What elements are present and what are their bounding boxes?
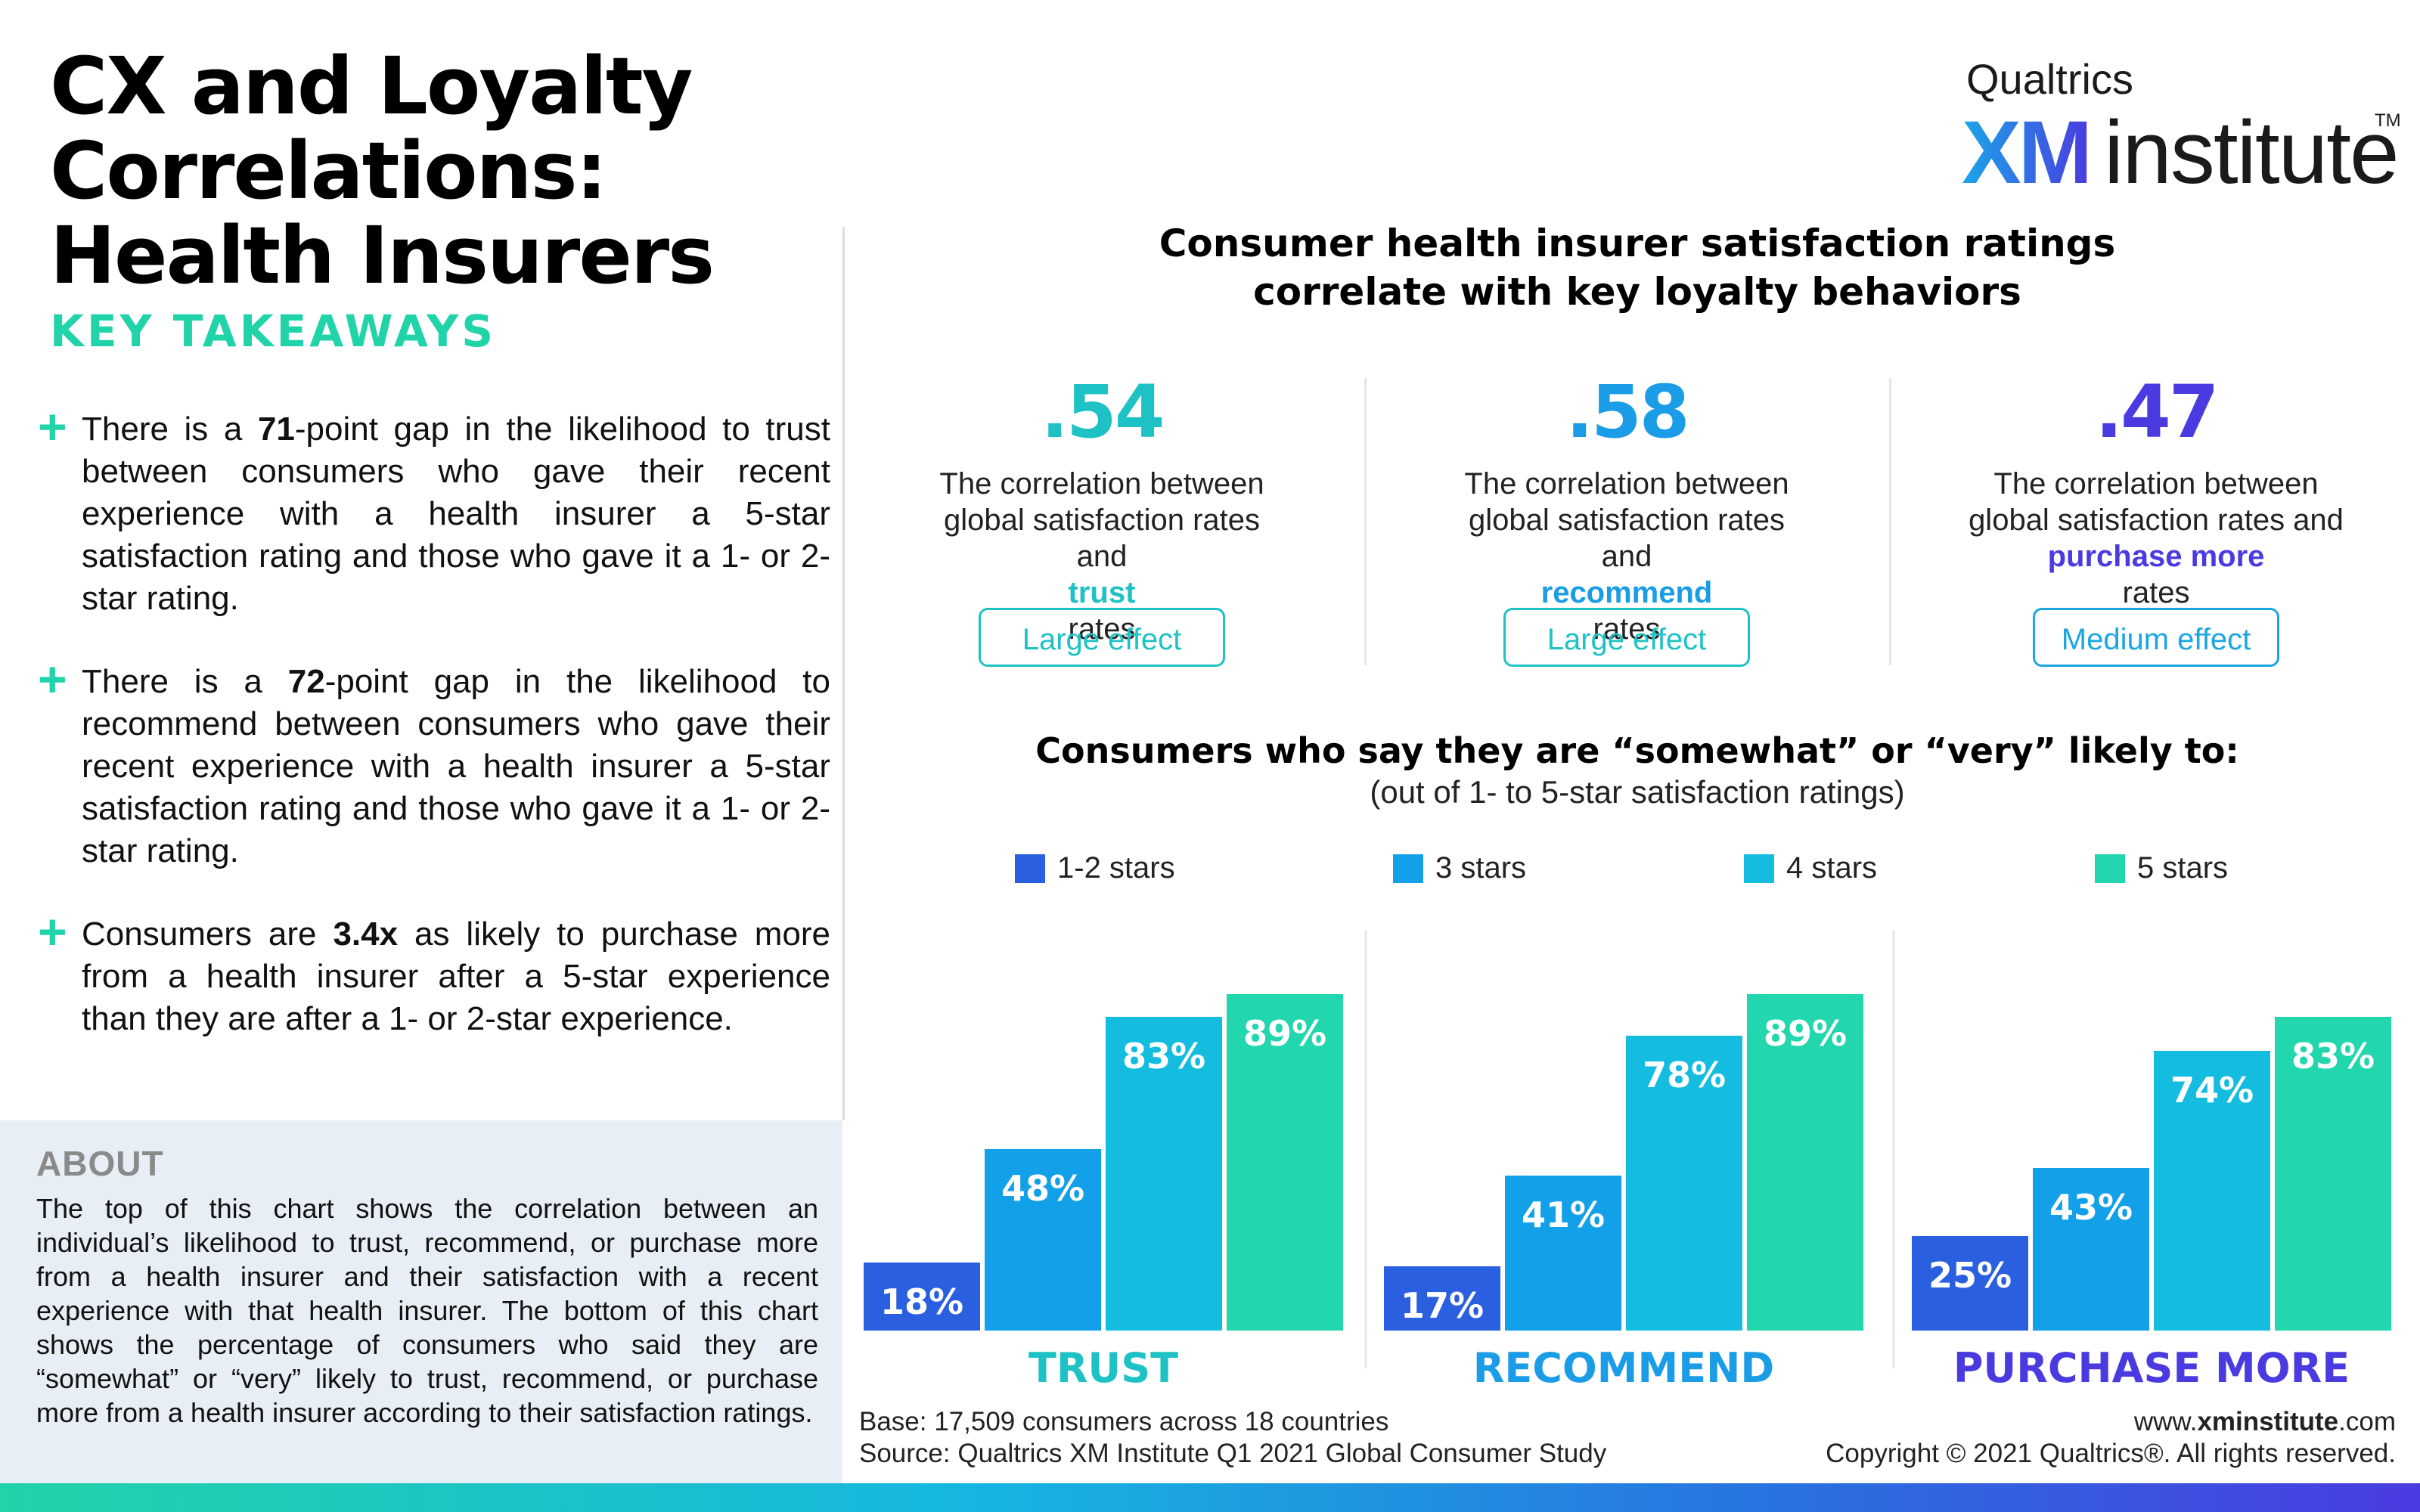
effect-badge: Medium effect: [2033, 608, 2279, 667]
legend-label: 3 stars: [1435, 851, 1527, 885]
about-body: The top of this chart shows the correlat…: [36, 1193, 818, 1428]
bar-value-label: 89%: [1243, 1013, 1326, 1054]
bar-recommend-5-stars: [1747, 994, 1863, 1331]
card-divider: [1364, 378, 1367, 665]
key-takeaways-heading: KEY TAKEAWAYS: [50, 305, 497, 357]
base-note: Base: 17,509 consumers across 18 countri…: [859, 1407, 1389, 1436]
correlation-description: The correlation between global satisfact…: [1464, 467, 1789, 646]
bar-trust-3-stars: [985, 1149, 1101, 1331]
bar-chart-svg: 18% 48% 83% 89% TRUST 17% 41% 78% 89% RECOMMEND 25…: [864, 930, 2391, 1392]
takeaway-text: Consumers are 3.4x as likely to purchase…: [82, 916, 830, 1037]
bar-recommend-1-2-stars: [1384, 1266, 1500, 1331]
category-label: TRUST: [1028, 1344, 1178, 1392]
correlation-heading: Consumer health insurer satisfaction rat…: [855, 219, 2420, 316]
bar-purchase-more-5-stars: [2275, 1017, 2391, 1331]
correlation-heading-line-1: Consumer health insurer satisfaction rat…: [1159, 222, 2116, 265]
logo-xm: XM: [1962, 103, 2093, 203]
correlation-value: .54: [1041, 370, 1165, 454]
bar-trust-1-2-stars: [864, 1263, 980, 1331]
plus-icon: +: [38, 398, 67, 454]
bar-value-label: 25%: [1928, 1255, 2012, 1296]
page-title: CX and Loyalty Correlations: Health Insu…: [50, 44, 1260, 298]
bar-value-label: 83%: [1122, 1036, 1205, 1077]
website-link[interactable]: www.xminstitute.com: [2133, 1407, 2396, 1436]
card-divider: [1889, 378, 1891, 665]
copyright: Copyright © 2021 Qualtrics®. All rights …: [1826, 1439, 2396, 1468]
logo-trademark: TM: [2375, 110, 2401, 131]
bar-value-label: 74%: [2170, 1070, 2254, 1111]
bars-subheading: (out of 1- to 5-star satisfaction rating…: [1370, 774, 1905, 810]
category-label: PURCHASE MORE: [1953, 1344, 2350, 1392]
category-label: RECOMMEND: [1473, 1344, 1774, 1392]
bar-recommend-4-stars: [1626, 1036, 1742, 1331]
legend-swatch: [2095, 854, 2125, 883]
bar-value-label: 41%: [1522, 1194, 1605, 1235]
page-title-line-2: Health Insurers: [50, 209, 715, 302]
source-note: Source: Qualtrics XM Institute Q1 2021 G…: [859, 1439, 1607, 1468]
xm-institute-logo: Qualtrics XM institute TM: [1962, 54, 2401, 203]
legend-swatch: [1393, 854, 1423, 883]
correlation-description: The correlation between global satisfact…: [1969, 467, 2344, 609]
page-title-line-1: CX and Loyalty Correlations:: [50, 40, 693, 217]
bar-purchase-more-3-stars: [2033, 1168, 2149, 1331]
bar-purchase-more-1-2-stars: [1912, 1236, 2028, 1331]
bar-value-label: 17%: [1401, 1285, 1484, 1326]
plus-icon: +: [38, 651, 67, 707]
bar-value-label: 43%: [2049, 1187, 2133, 1228]
effect-badge: Large effect: [979, 608, 1225, 667]
takeaway-text: There is a 71-point gap in the likelihoo…: [82, 411, 830, 617]
about-panel: [0, 1120, 842, 1483]
plus-icon: +: [38, 903, 67, 959]
correlation-value: .47: [2095, 370, 2219, 454]
bar-value-label: 18%: [880, 1281, 963, 1322]
correlation-card-recommend: .58 The correlation between global satis…: [1366, 370, 1888, 667]
logo-institute: institute: [2104, 103, 2400, 203]
bar-trust-5-stars: [1227, 994, 1343, 1331]
correlation-heading-line-2: correlate with key loyalty behaviors: [1253, 270, 2021, 314]
logo-brand: Qualtrics: [1966, 55, 2133, 103]
correlation-card-purchase-more: .47 The correlation between global satis…: [1895, 370, 2417, 667]
bars-heading: Consumers who say they are “somewhat” or…: [1035, 730, 2239, 771]
legend-label: 1-2 stars: [1057, 851, 1175, 885]
bar-recommend-3-stars: [1505, 1176, 1621, 1331]
column-divider: [842, 227, 845, 1120]
bar-trust-4-stars: [1106, 1017, 1222, 1331]
legend-label: 4 stars: [1786, 851, 1878, 885]
legend-swatch: [1015, 854, 1045, 883]
takeaway-text: There is a 72-point gap in the likelihoo…: [82, 663, 830, 869]
correlation-card-trust: .54 The correlation between global satis…: [841, 370, 1363, 667]
bottom-gradient-strip: [0, 1483, 2420, 1512]
legend-label: 5 stars: [2137, 851, 2229, 885]
correlation-value: .58: [1565, 370, 1689, 454]
effect-badge: Large effect: [1503, 608, 1750, 667]
legend-swatch: [1744, 854, 1774, 883]
bar-value-label: 48%: [1001, 1168, 1084, 1209]
bar-value-label: 83%: [2291, 1036, 2375, 1077]
correlation-description: The correlation between global satisfact…: [939, 467, 1264, 646]
bar-chart: 18% 48% 83% 89% TRUST 17% 41% 78% 89% RECOMMEND 25…: [855, 930, 2420, 1459]
bar-purchase-more-4-stars: [2154, 1051, 2270, 1331]
about-title: ABOUT: [36, 1144, 164, 1183]
bar-value-label: 89%: [1764, 1013, 1847, 1054]
bar-value-label: 78%: [1643, 1055, 1726, 1095]
